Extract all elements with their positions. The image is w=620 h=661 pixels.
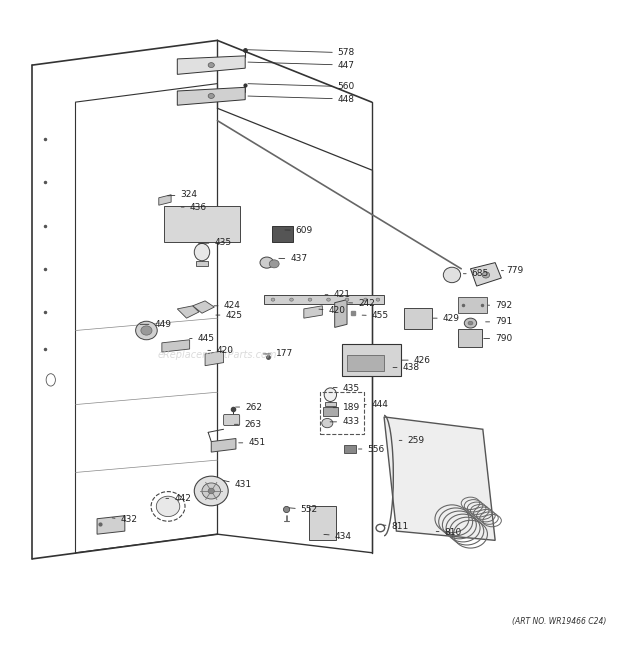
Text: 609: 609 [285,226,313,235]
Text: 431: 431 [223,481,252,489]
Text: 560: 560 [248,82,355,91]
Text: 436: 436 [181,202,206,212]
Polygon shape [304,306,322,318]
Polygon shape [335,299,347,327]
Ellipse shape [136,321,157,340]
Text: 262: 262 [236,403,262,412]
Ellipse shape [194,243,210,260]
FancyBboxPatch shape [272,226,293,242]
Ellipse shape [271,298,275,301]
Text: 790: 790 [484,334,512,343]
Text: 556: 556 [358,444,384,453]
Text: 432: 432 [112,516,138,524]
Polygon shape [264,295,384,304]
FancyBboxPatch shape [224,414,240,426]
Text: 447: 447 [248,61,355,69]
Ellipse shape [208,93,215,98]
Text: 259: 259 [399,436,425,445]
Text: 791: 791 [485,317,512,327]
Text: 444: 444 [365,400,389,409]
Ellipse shape [141,326,152,335]
Text: 425: 425 [216,311,242,319]
Text: 177: 177 [264,350,293,358]
Ellipse shape [269,260,279,268]
Ellipse shape [345,298,349,301]
Ellipse shape [194,476,228,506]
FancyBboxPatch shape [164,206,241,242]
Ellipse shape [327,298,330,301]
Polygon shape [177,306,199,318]
Text: 552: 552 [290,505,318,514]
Text: 263: 263 [234,420,261,429]
Text: 810: 810 [436,528,462,537]
Text: 426: 426 [402,356,431,365]
Ellipse shape [468,321,473,325]
Polygon shape [97,516,125,534]
Ellipse shape [308,298,312,301]
FancyBboxPatch shape [325,402,336,407]
Text: 445: 445 [190,334,215,343]
Text: 455: 455 [362,311,389,320]
FancyBboxPatch shape [196,260,208,266]
Text: 435: 435 [198,239,231,247]
Ellipse shape [376,298,379,301]
Text: 324: 324 [168,190,197,199]
Ellipse shape [156,496,180,517]
Text: 435: 435 [333,384,360,393]
Text: 448: 448 [248,95,355,104]
Ellipse shape [482,272,490,278]
Text: 811: 811 [383,522,409,531]
FancyBboxPatch shape [309,506,336,540]
Ellipse shape [324,388,337,401]
Polygon shape [211,438,236,452]
Ellipse shape [364,298,368,301]
FancyBboxPatch shape [344,445,356,453]
Text: 433: 433 [330,417,359,426]
Ellipse shape [208,488,215,494]
Text: 442: 442 [166,494,191,503]
Text: 429: 429 [433,314,459,323]
Text: 424: 424 [214,301,241,310]
Text: 242: 242 [348,299,375,308]
Ellipse shape [464,318,477,328]
FancyBboxPatch shape [404,307,432,329]
Text: (ART NO. WR19466 C24): (ART NO. WR19466 C24) [512,617,606,625]
Text: eReplacementParts.com: eReplacementParts.com [157,350,277,360]
Text: 685: 685 [463,269,489,278]
Polygon shape [384,417,495,540]
Ellipse shape [260,257,273,268]
Ellipse shape [443,267,461,283]
Polygon shape [159,195,171,205]
Ellipse shape [202,483,221,499]
Polygon shape [205,351,224,366]
Ellipse shape [283,506,290,512]
FancyBboxPatch shape [458,329,482,347]
Polygon shape [471,262,502,286]
Text: 434: 434 [324,531,352,541]
FancyBboxPatch shape [323,407,338,416]
Polygon shape [177,56,245,74]
Text: 438: 438 [393,363,420,372]
FancyBboxPatch shape [342,344,401,375]
Text: 451: 451 [239,438,265,447]
Polygon shape [177,87,245,105]
Polygon shape [162,340,190,352]
Polygon shape [193,301,215,313]
Ellipse shape [290,298,293,301]
Text: 421: 421 [325,290,350,299]
Text: 779: 779 [502,266,523,275]
Text: 420: 420 [319,306,345,315]
Ellipse shape [208,63,215,67]
Text: 449: 449 [140,320,172,329]
Text: 792: 792 [488,301,512,310]
Text: 189: 189 [333,403,360,412]
FancyBboxPatch shape [347,355,384,371]
FancyBboxPatch shape [458,297,487,313]
Ellipse shape [322,418,333,428]
Text: 437: 437 [279,254,308,263]
Text: 578: 578 [248,48,355,58]
Text: 420: 420 [208,346,233,356]
